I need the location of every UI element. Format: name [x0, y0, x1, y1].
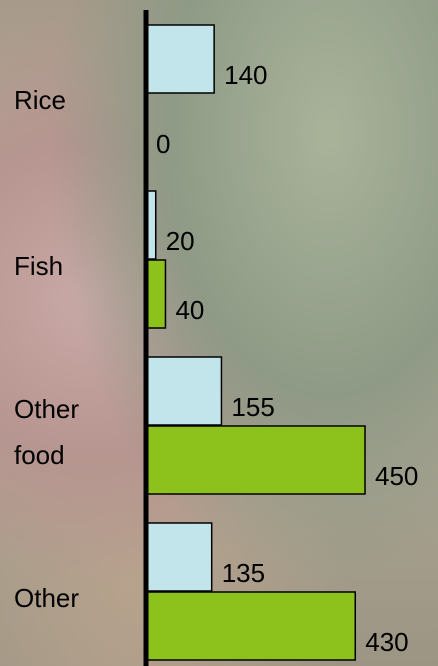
bar: [145, 24, 215, 94]
bar: [145, 522, 213, 592]
category-label: Other: [14, 583, 80, 613]
category-label: Fish: [14, 251, 64, 281]
category-label: Other food: [14, 394, 80, 470]
value-label: 430: [365, 627, 408, 657]
value-label: 40: [175, 295, 204, 325]
value-label: 155: [231, 392, 274, 422]
value-label: 20: [166, 226, 195, 256]
value-label: 140: [224, 60, 267, 90]
bar: [145, 259, 167, 329]
bar: [145, 356, 223, 426]
bar: [145, 591, 357, 661]
value-label: 135: [222, 558, 265, 588]
category-label: Rice: [14, 85, 67, 115]
value-label: 450: [375, 461, 418, 491]
bar: [145, 425, 366, 495]
value-label: 0: [156, 129, 170, 159]
